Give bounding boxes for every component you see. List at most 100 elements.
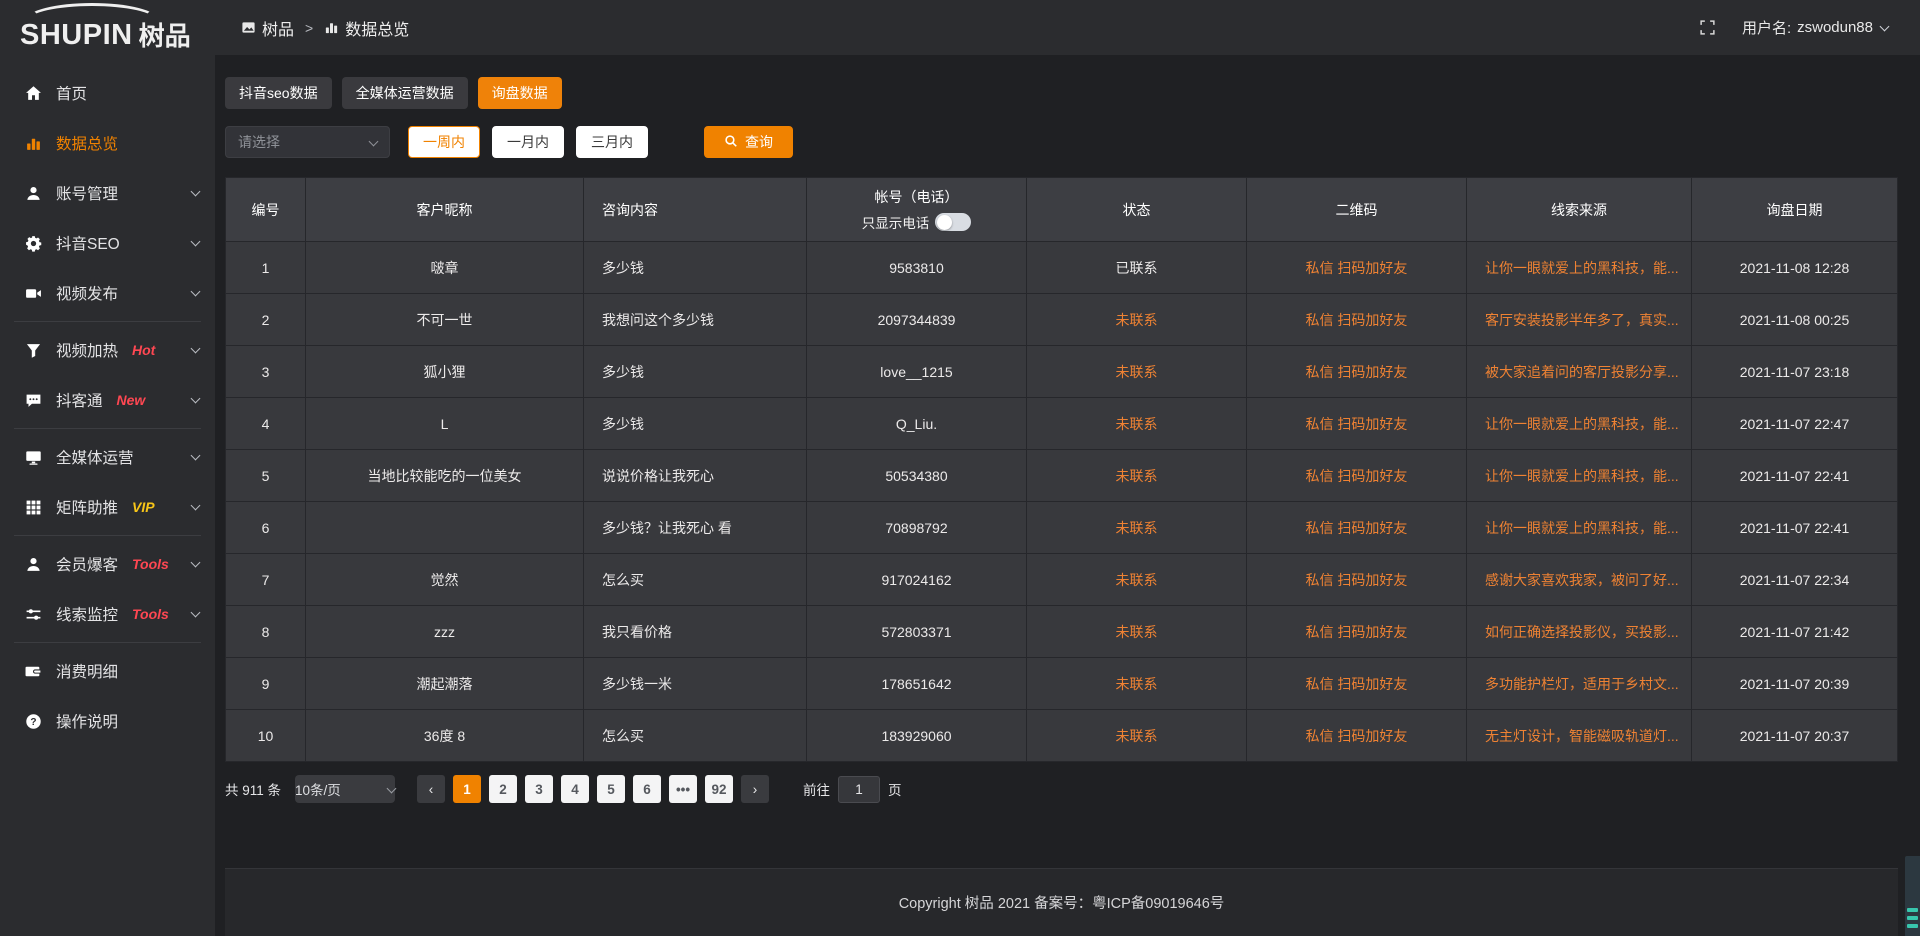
cell-date: 2021-11-07 22:41 — [1691, 449, 1898, 502]
account-select[interactable]: 请选择 — [225, 126, 390, 158]
table-row: 2 不可一世 我想问这个多少钱 2097344839 未联系 私信 扫码加好友 … — [225, 293, 1898, 346]
chevron-down-icon — [368, 136, 379, 146]
table-row: 3 狐小狸 多少钱 love__1215 未联系 私信 扫码加好友 被大家追着问… — [225, 345, 1898, 398]
tab-3[interactable]: 询盘数据 — [477, 77, 562, 109]
qrcode-link[interactable]: 私信 扫码加好友 — [1246, 605, 1467, 658]
qrcode-link[interactable]: 私信 扫码加好友 — [1246, 657, 1467, 710]
cell-nickname: 啵章 — [305, 241, 584, 294]
status-badge: 未联系 — [1026, 553, 1247, 606]
page-button-2[interactable]: 2 — [489, 775, 518, 803]
qrcode-link[interactable]: 私信 扫码加好友 — [1246, 709, 1467, 762]
cell-date: 2021-11-07 23:18 — [1691, 345, 1898, 398]
sidebar-item-monitor[interactable]: 全媒体运营 — [0, 432, 215, 482]
cell-date: 2021-11-07 22:47 — [1691, 397, 1898, 450]
cell-account: 9583810 — [806, 241, 1027, 294]
cell-id: 5 — [225, 449, 306, 502]
page-button-92[interactable]: 92 — [705, 775, 734, 803]
table-row: 4 L 多少钱 Q_Liu. 未联系 私信 扫码加好友 让你一眼就爱上的黑科技，… — [225, 397, 1898, 450]
period-button-1[interactable]: 一周内 — [408, 126, 480, 158]
cell-nickname — [305, 501, 584, 554]
sidebar-item-video[interactable]: 视频发布 — [0, 268, 215, 318]
qrcode-link[interactable]: 私信 扫码加好友 — [1246, 397, 1467, 450]
page-button-1[interactable]: 1 — [453, 775, 482, 803]
period-button-3[interactable]: 三月内 — [576, 126, 648, 158]
sidebar-item-chart[interactable]: 数据总览 — [0, 118, 215, 168]
prev-page-button[interactable]: ‹ — [417, 775, 446, 803]
next-page-button[interactable]: › — [741, 775, 770, 803]
qrcode-link[interactable]: 私信 扫码加好友 — [1246, 345, 1467, 398]
goto-page-input[interactable] — [838, 775, 881, 803]
sidebar-item-grid[interactable]: 矩阵助推 VIP — [0, 482, 215, 532]
corner-widget[interactable] — [1905, 856, 1920, 936]
source-link[interactable]: 被大家追着问的客厅投影分享... — [1466, 345, 1692, 398]
sidebar-item-user[interactable]: 账号管理 — [0, 168, 215, 218]
sidebar-item-person[interactable]: 会员爆客 Tools — [0, 539, 215, 589]
source-link[interactable]: 让你一眼就爱上的黑科技，能... — [1466, 449, 1692, 502]
sidebar-item-gear[interactable]: 抖音SEO — [0, 218, 215, 268]
sidebar-item-home[interactable]: 首页 — [0, 68, 215, 118]
phone-only-toggle[interactable] — [935, 213, 972, 231]
col-header-account: 帐号（电话） 只显示电话 — [806, 177, 1027, 242]
fullscreen-icon[interactable] — [1699, 19, 1716, 36]
qrcode-link[interactable]: 私信 扫码加好友 — [1246, 241, 1467, 294]
table-body: 1 啵章 多少钱 9583810 已联系 私信 扫码加好友 让你一眼就爱上的黑科… — [225, 241, 1898, 762]
qrcode-link[interactable]: 私信 扫码加好友 — [1246, 449, 1467, 502]
page-button-3[interactable]: 3 — [525, 775, 554, 803]
period-button-2[interactable]: 一月内 — [492, 126, 564, 158]
source-link[interactable]: 让你一眼就爱上的黑科技，能... — [1466, 241, 1692, 294]
question-icon: ? — [24, 712, 42, 730]
sidebar-item-badge: New — [116, 392, 146, 408]
total-count: 共 911 条 — [225, 783, 282, 798]
col-header-status: 状态 — [1026, 177, 1247, 242]
source-link[interactable]: 如何正确选择投影仪，买投影... — [1466, 605, 1692, 658]
cell-nickname: 当地比较能吃的一位美女 — [305, 449, 584, 502]
cell-id: 4 — [225, 397, 306, 450]
qrcode-link[interactable]: 私信 扫码加好友 — [1246, 501, 1467, 554]
tab-1[interactable]: 抖音seo数据 — [225, 77, 332, 109]
sidebar-item-chat[interactable]: 抖客通 New — [0, 375, 215, 425]
phone-toggle-label: 只显示电话 — [861, 216, 930, 231]
qrcode-link[interactable]: 私信 扫码加好友 — [1246, 293, 1467, 346]
page-ellipsis-button[interactable]: ••• — [669, 775, 698, 803]
page-button-6[interactable]: 6 — [633, 775, 662, 803]
source-link[interactable]: 多功能护栏灯，适用于乡村文... — [1466, 657, 1692, 710]
breadcrumb-home[interactable]: 树品 — [241, 16, 294, 40]
user-menu[interactable]: 用户名: zswodun88 — [1742, 17, 1890, 38]
table-row: 10 36度 8 怎么买 183929060 未联系 私信 扫码加好友 无主灯设… — [225, 709, 1898, 762]
cell-date: 2021-11-07 21:42 — [1691, 605, 1898, 658]
search-button[interactable]: 查询 — [704, 126, 793, 158]
cell-account: Q_Liu. — [806, 397, 1027, 450]
col-header-content: 咨询内容 — [583, 177, 807, 242]
cell-content: 怎么买 — [583, 553, 807, 606]
sidebar-divider — [14, 321, 201, 322]
table-header-row: 编号 客户昵称 咨询内容 帐号（电话） 只显示电话 状态 二维码 — [225, 177, 1898, 242]
chevron-down-icon — [190, 500, 201, 511]
source-link[interactable]: 客厅安装投影半年多了，真实... — [1466, 293, 1692, 346]
sidebar-item-question[interactable]: ? 操作说明 — [0, 696, 215, 746]
main-area: 树品 > 数据总览 用户名: zswodun88 抖音seo数据 全媒体运营数据询… — [215, 0, 1920, 936]
cell-content: 多少钱 — [583, 345, 807, 398]
sidebar-item-sliders[interactable]: 线索监控 Tools — [0, 589, 215, 639]
sidebar-item-badge: Tools — [132, 606, 169, 622]
sidebar-item-badge: Tools — [132, 556, 169, 572]
tab-2[interactable]: 全媒体运营数据 — [341, 77, 468, 109]
svg-text:?: ? — [30, 716, 36, 727]
page-button-5[interactable]: 5 — [597, 775, 626, 803]
page-button-4[interactable]: 4 — [561, 775, 590, 803]
source-link[interactable]: 让你一眼就爱上的黑科技，能... — [1466, 397, 1692, 450]
image-icon — [241, 20, 256, 35]
page-size-select[interactable]: 10条/页 — [295, 775, 397, 803]
cell-account: 50534380 — [806, 449, 1027, 502]
qrcode-link[interactable]: 私信 扫码加好友 — [1246, 553, 1467, 606]
breadcrumb-current[interactable]: 数据总览 — [324, 16, 409, 40]
breadcrumb-label: 数据总览 — [345, 21, 410, 39]
source-link[interactable]: 让你一眼就爱上的黑科技，能... — [1466, 501, 1692, 554]
sidebar-item-funnel[interactable]: 视频加热 Hot — [0, 325, 215, 375]
sidebar-item-wallet[interactable]: 消费明细 — [0, 646, 215, 696]
page-buttons: 1 2 3 4 5 6 ••• 92 — [449, 775, 737, 803]
data-tabs: 抖音seo数据 全媒体运营数据 询盘数据 — [225, 77, 1898, 109]
source-link[interactable]: 无主灯设计，智能磁吸轨道灯... — [1466, 709, 1692, 762]
source-link[interactable]: 感谢大家喜欢我家，被问了好... — [1466, 553, 1692, 606]
cell-nickname: L — [305, 397, 584, 450]
